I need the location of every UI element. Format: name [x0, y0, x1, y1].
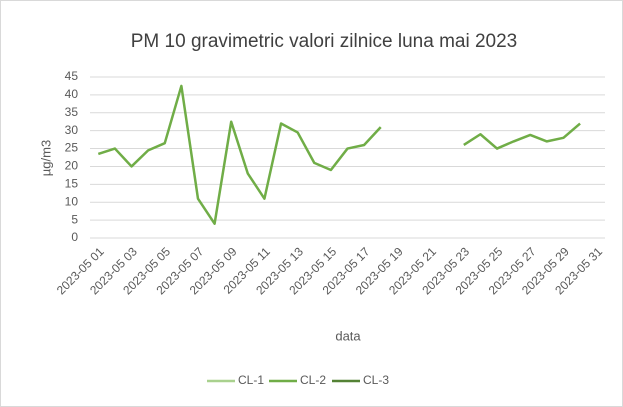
y-tick-label: 20: [65, 159, 79, 173]
y-tick-label: 25: [65, 141, 79, 155]
y-tick-label: 45: [65, 69, 79, 83]
chart-title: PM 10 gravimetric valori zilnice luna ma…: [131, 31, 518, 52]
y-tick-label: 10: [65, 194, 79, 208]
y-tick-label: 0: [71, 230, 78, 244]
y-axis-title: µg/m3: [38, 140, 53, 176]
legend-label: CL-2: [300, 373, 326, 387]
y-tick-label: 40: [65, 87, 79, 101]
y-tick-label: 30: [65, 123, 79, 137]
y-tick-label: 15: [65, 177, 79, 191]
x-axis-title: data: [335, 328, 361, 343]
legend-label: CL-1: [238, 373, 264, 387]
legend-label: CL-3: [363, 373, 389, 387]
data-line: [97, 84, 581, 225]
y-tick-label: 35: [65, 105, 79, 119]
y-tick-label: 5: [71, 212, 78, 226]
